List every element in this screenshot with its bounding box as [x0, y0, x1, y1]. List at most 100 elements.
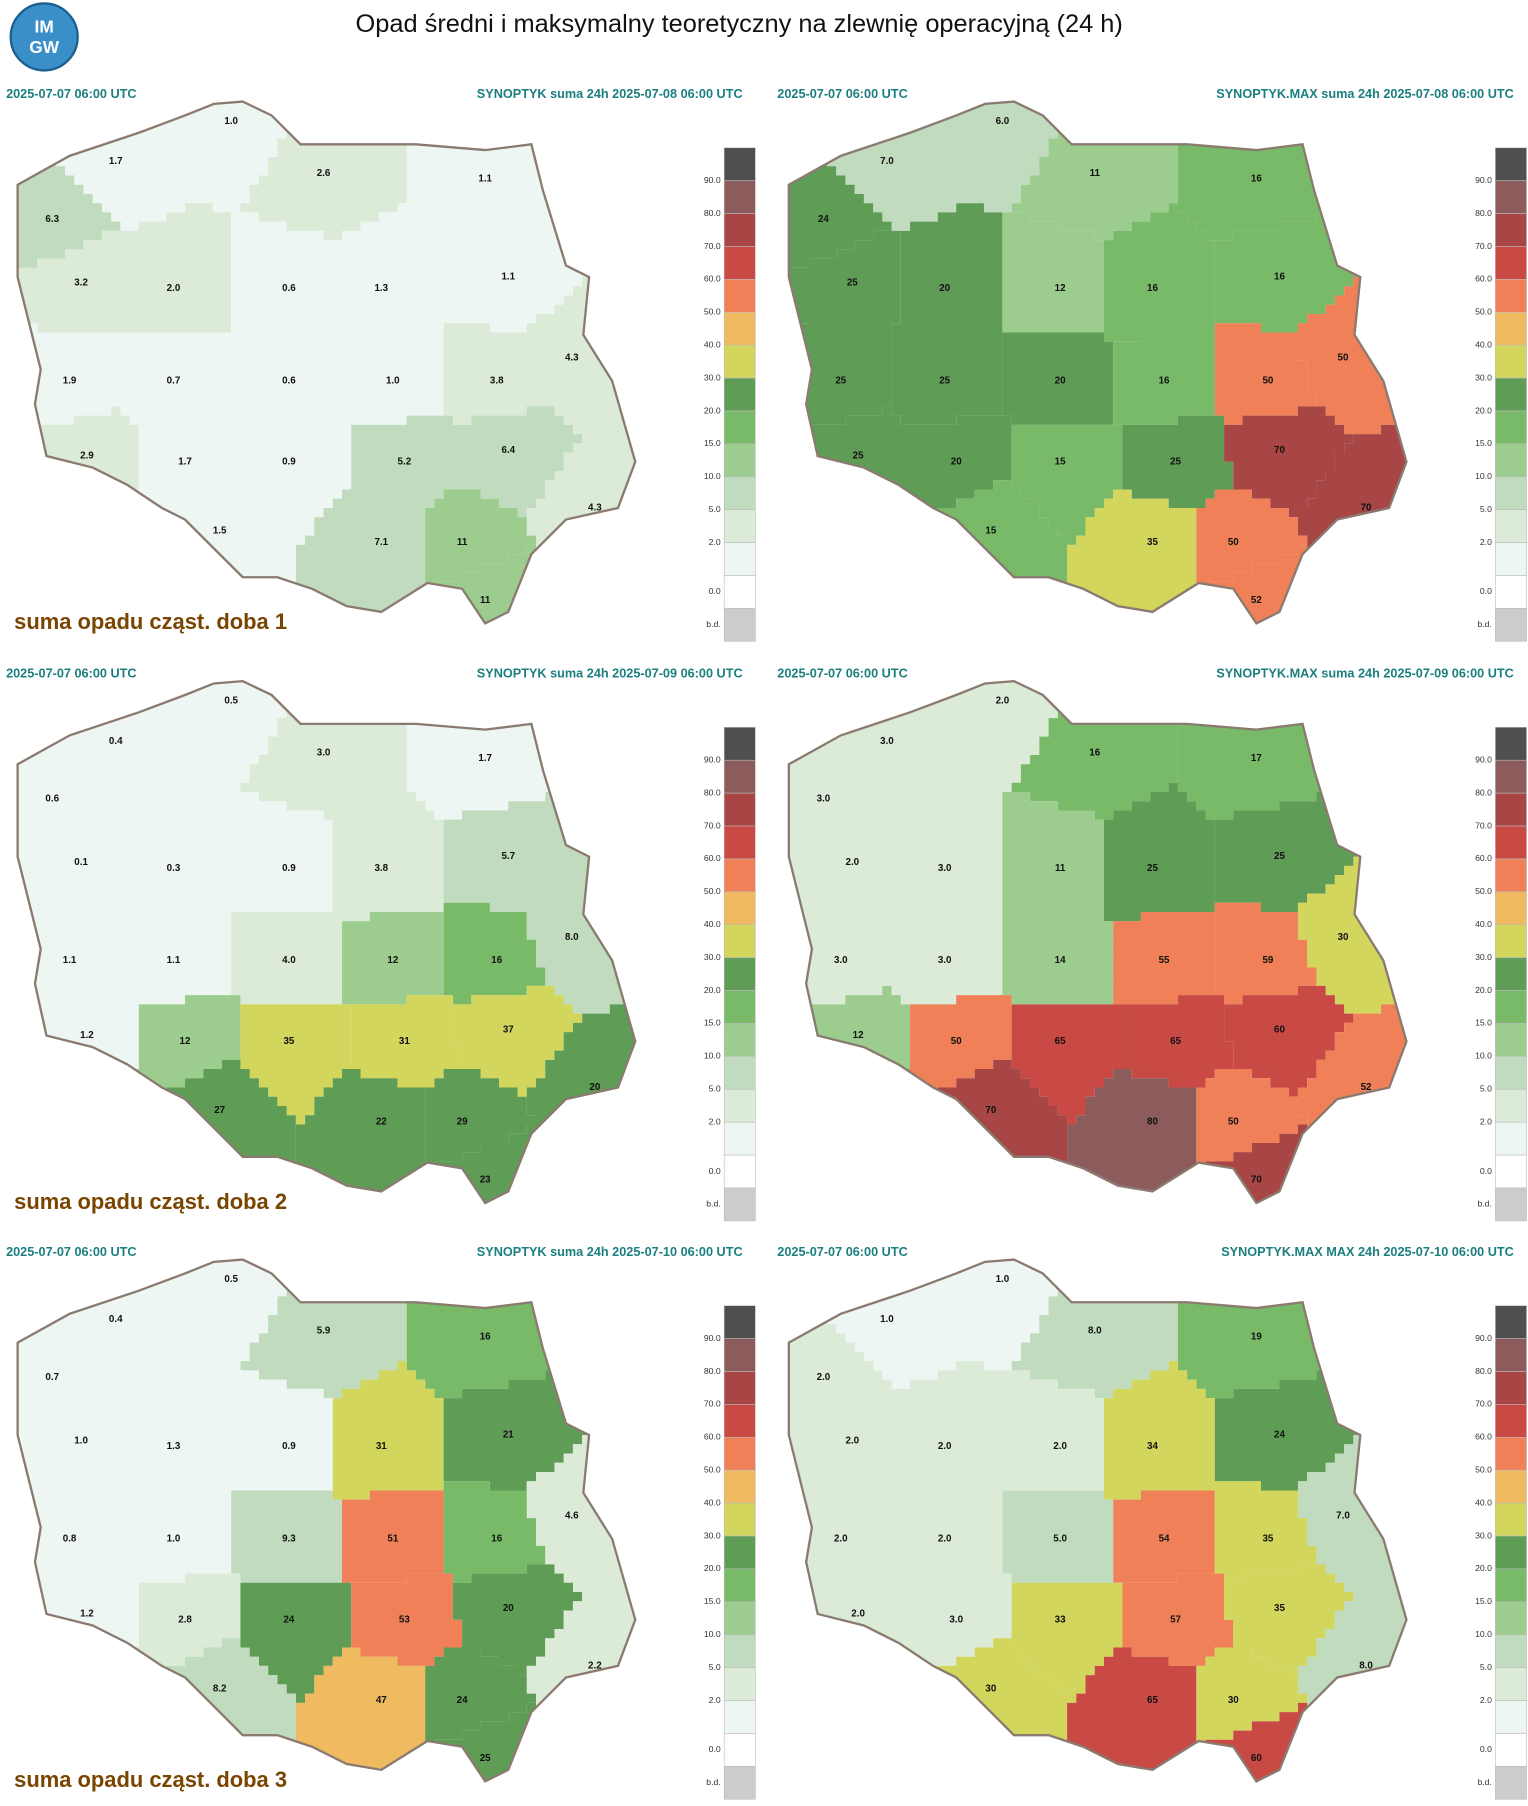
legend-label: 15.0: [1475, 438, 1492, 448]
catchment: [788, 985, 911, 1203]
legend-swatch: [723, 476, 756, 510]
catchment: [891, 203, 1003, 333]
value-label: 5.9: [317, 1326, 331, 1337]
value-label: 2.0: [846, 857, 860, 868]
forecast-start: 2025-07-07 06:00 UTC: [777, 1245, 907, 1259]
legend-label: 70.0: [704, 241, 721, 251]
legend-label: 0.0: [709, 1166, 721, 1176]
value-label: 16: [1147, 283, 1158, 294]
catchment: [1103, 203, 1215, 342]
value-label: 23: [480, 1174, 491, 1185]
value-label: 11: [457, 537, 468, 548]
catchment: [342, 1490, 444, 1583]
catchment: [425, 1069, 536, 1171]
catchment: [1122, 995, 1234, 1088]
catchment: [332, 203, 444, 342]
legend-swatch: [1495, 443, 1527, 478]
catchment: [342, 332, 444, 425]
page-title: Opad średni i maksymalny teoretyczny na …: [356, 10, 1123, 38]
value-label: 25: [1274, 851, 1285, 862]
value-label: 20: [939, 283, 950, 294]
catchment: [1214, 902, 1317, 1005]
value-label: 70: [1251, 1174, 1262, 1185]
catchment: [1002, 1490, 1114, 1583]
catchment: [425, 1647, 536, 1750]
value-label: 60: [1251, 1753, 1262, 1764]
value-label: 16: [1274, 272, 1285, 283]
catchment: [1002, 332, 1114, 425]
map-panel: 2025-07-07 06:00 UTC SYNOPTYK.MAX suma 24…: [777, 667, 1527, 1222]
legend-label: 40.0: [1475, 1497, 1492, 1507]
value-label: 8.2: [213, 1684, 227, 1695]
value-label: 12: [853, 1030, 864, 1041]
legend-label: 40.0: [704, 339, 721, 349]
legend-label: 60.0: [1475, 274, 1492, 284]
catchment: [17, 1564, 139, 1782]
legend-swatch: [1495, 957, 1527, 991]
day-caption: suma opadu cząst. doba 3: [14, 1767, 287, 1792]
legend-label: 15.0: [704, 1596, 721, 1606]
value-label: 50: [1228, 537, 1239, 548]
legend-label: 5.0: [709, 504, 721, 514]
legend-label: 2.0: [1480, 537, 1492, 547]
legend-swatch: [1495, 476, 1527, 510]
value-label: 4.3: [565, 352, 579, 363]
legend-swatch: [1495, 410, 1527, 445]
value-label: 2.0: [938, 1534, 952, 1545]
catchment: [452, 1564, 583, 1676]
product-name: SYNOPTYK.MAX suma 24h 2025-07-08 06:00 U…: [1216, 87, 1514, 101]
value-label: 1.7: [478, 753, 492, 764]
value-label: 0.9: [282, 1441, 296, 1452]
legend-swatch: [723, 825, 756, 860]
catchment: [120, 912, 232, 1005]
value-label: 0.6: [282, 376, 296, 387]
catchment: [17, 406, 139, 624]
value-label: 2.0: [846, 1435, 860, 1446]
value-label: 25: [480, 1753, 491, 1764]
legend-swatch: [1495, 1535, 1527, 1570]
legend-label: 60.0: [704, 853, 721, 863]
value-label: 24: [283, 1614, 294, 1625]
catchment: [443, 323, 546, 425]
legend-swatch: [723, 1634, 756, 1668]
legend-swatch: [723, 213, 756, 247]
value-label: 6.0: [996, 116, 1010, 127]
value-label: 25: [939, 376, 950, 387]
catchment: [406, 1259, 636, 1399]
legend-label: 15.0: [704, 438, 721, 448]
catchment: [928, 681, 1077, 792]
legend-label: 70.0: [1475, 241, 1492, 251]
legend-swatch: [723, 1502, 756, 1537]
value-label: 24: [457, 1695, 468, 1706]
legend-swatch: [723, 1338, 756, 1372]
catchment: [1002, 1370, 1104, 1491]
legend-swatch: [1495, 1187, 1527, 1222]
catchment: [1113, 332, 1215, 425]
catchment: [129, 415, 241, 527]
legend-swatch: [723, 1404, 756, 1438]
legend-label: 50.0: [1475, 1465, 1492, 1475]
value-label: 55: [1159, 955, 1170, 966]
catchment: [788, 810, 901, 913]
value-label: 16: [1251, 174, 1262, 185]
catchment: [351, 1573, 463, 1666]
catchment: [17, 1388, 130, 1491]
legend-label: 30.0: [1475, 1530, 1492, 1540]
forecast-start: 2025-07-07 06:00 UTC: [6, 1245, 136, 1259]
value-label: 0.9: [282, 456, 296, 467]
value-label: 0.3: [167, 863, 181, 874]
value-label: 80: [1147, 1117, 1158, 1128]
legend-label: 10.0: [1475, 1051, 1492, 1061]
legend-swatch: [723, 1469, 756, 1504]
legend-swatch: [1495, 891, 1527, 926]
value-label: 30: [985, 1684, 996, 1695]
value-label: 22: [376, 1117, 387, 1128]
value-label: 7.0: [1336, 1510, 1350, 1521]
legend-swatch: [1495, 608, 1527, 642]
catchment: [900, 1573, 1012, 1685]
catchment: [1196, 489, 1308, 592]
country-border: [16, 679, 637, 1205]
value-label: 3.8: [490, 376, 504, 387]
value-label: 2.0: [167, 283, 181, 294]
catchment: [1177, 681, 1407, 820]
